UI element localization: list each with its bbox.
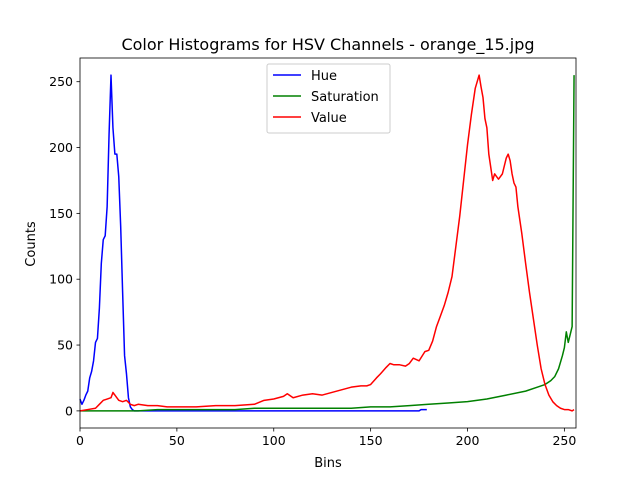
x-axis-label: Bins [314, 456, 342, 471]
series-line-saturation [80, 75, 575, 412]
axes-frame [79, 57, 577, 429]
y-tick-label: 0 [65, 403, 73, 418]
x-tick-label: 250 [552, 433, 576, 448]
plot-area: 0 50 100 150 200 250 0 50 100 150 200 250 Hue Saturat… [49, 57, 577, 448]
y-tick-label: 250 [49, 74, 73, 89]
chart-title: Color Histograms for HSV Channels - oran… [121, 35, 534, 55]
series-line-value [79, 74, 575, 412]
y-tick-label: 50 [57, 338, 73, 353]
series-line-hue [79, 74, 427, 412]
x-tick-label: 200 [456, 433, 480, 448]
x-tick-label: 150 [359, 433, 383, 448]
y-tick-label: 200 [49, 140, 73, 155]
y-tick-label: 100 [49, 272, 73, 287]
x-tick-label: 100 [262, 433, 286, 448]
legend-label-value: Value [311, 111, 347, 126]
legend-label-hue: Hue [311, 69, 337, 84]
x-tick-label: 50 [169, 433, 185, 448]
x-tick-label: 0 [76, 433, 84, 448]
y-axis-label: Counts [24, 221, 39, 267]
y-tick-label: 150 [49, 206, 73, 221]
legend-box [266, 63, 391, 134]
legend-label-saturation: Saturation [311, 90, 379, 105]
